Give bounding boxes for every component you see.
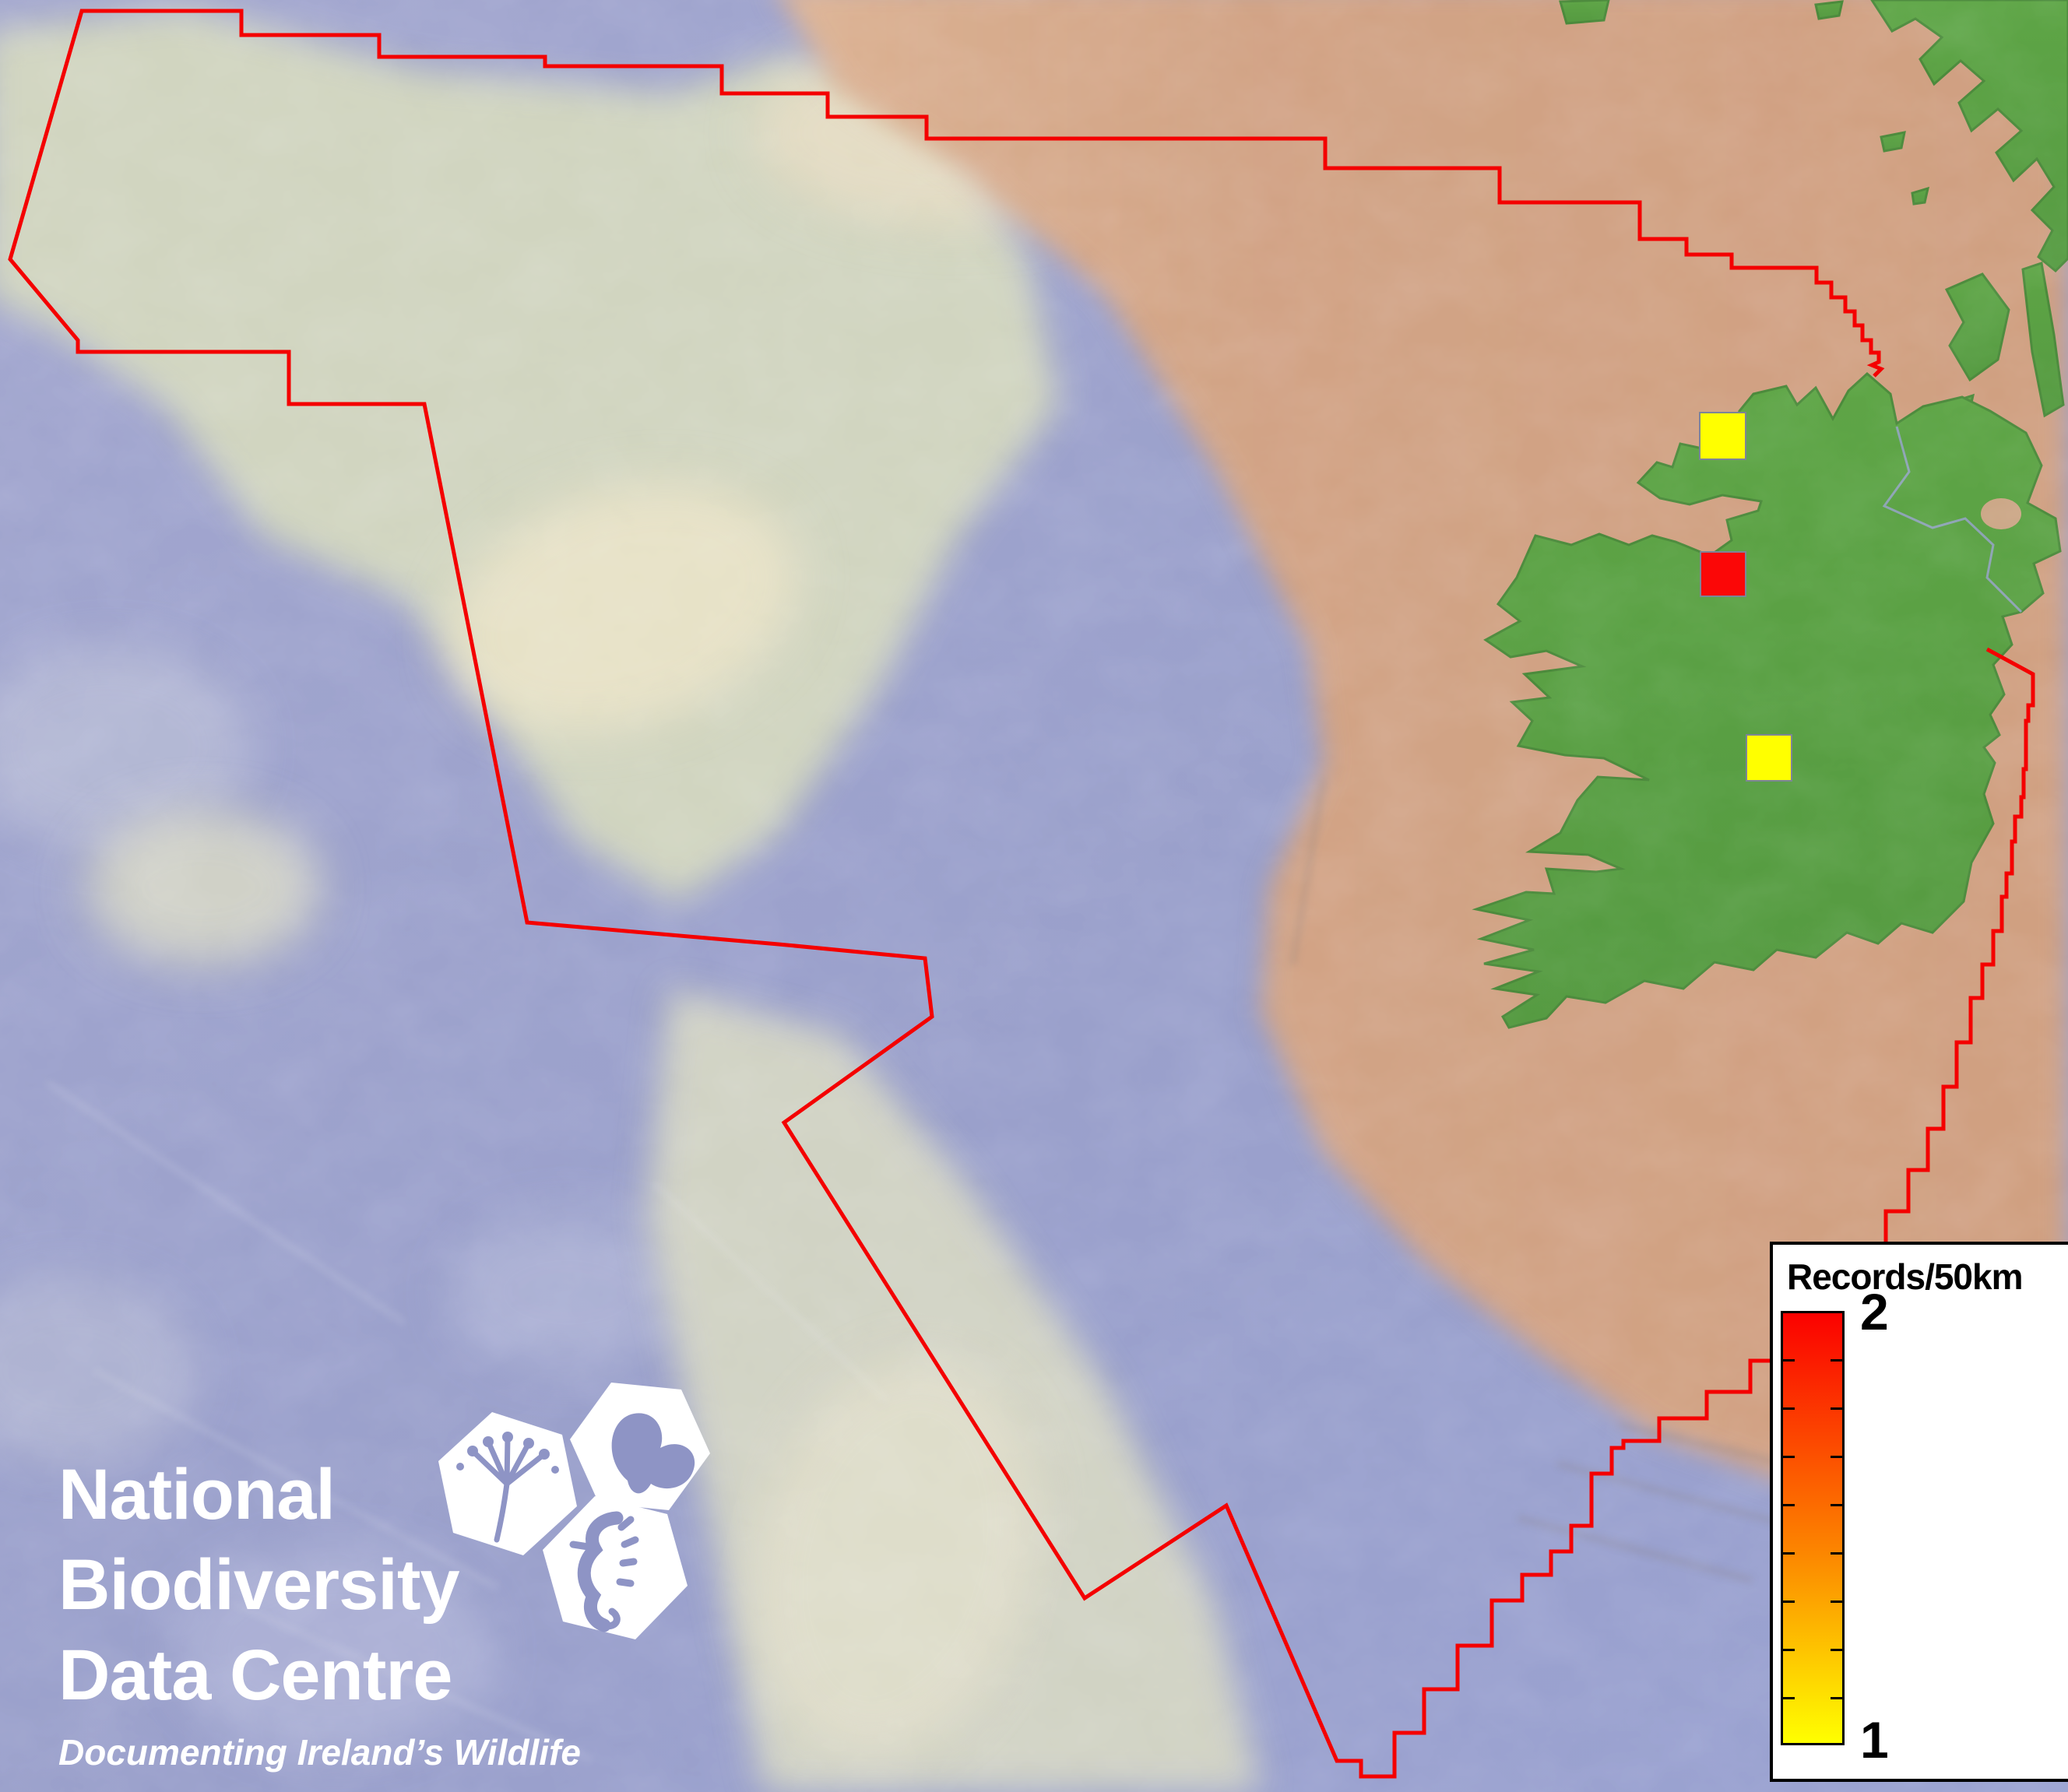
record-square[interactable] [1746, 734, 1792, 782]
legend-panel: Records/50km 2 1 [1770, 1242, 2068, 1782]
designated-area-boundary [8, 9, 2035, 1779]
legend-ticks-left [1783, 1313, 1795, 1743]
records-layer [1699, 412, 1792, 782]
legend-min-label: 1 [1860, 1711, 1889, 1769]
logo-tagline: Documenting Ireland’s Wildlife [58, 1732, 581, 1773]
logo: National Biodiversity Data Centre Docume… [58, 1449, 581, 1773]
legend-gradient-bar [1781, 1311, 1845, 1745]
legend-ticks-right [1831, 1313, 1842, 1743]
logo-line-2: Biodiversity [58, 1545, 460, 1625]
record-square[interactable] [1700, 551, 1746, 597]
legend-max-label: 2 [1860, 1283, 1889, 1340]
logo-line-3: Data Centre [58, 1636, 452, 1715]
logo-line-1: National [58, 1455, 336, 1534]
legend-title: Records/50km [1787, 1256, 2023, 1297]
record-square[interactable] [1699, 412, 1746, 460]
